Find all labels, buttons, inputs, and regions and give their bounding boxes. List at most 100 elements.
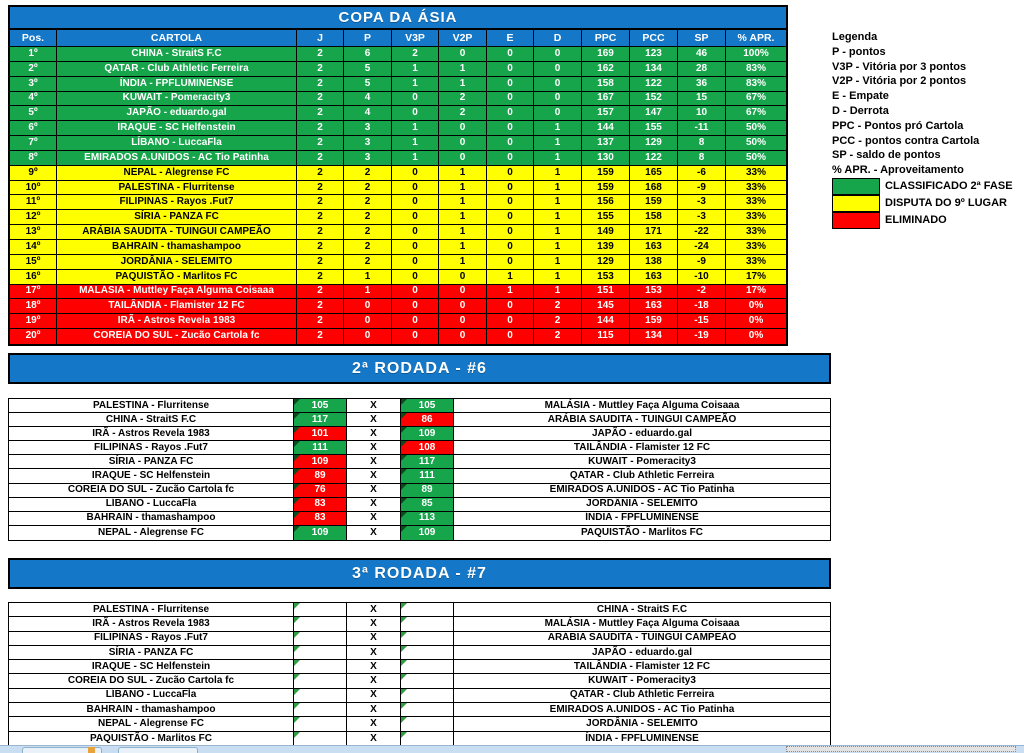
- away-score-cell[interactable]: 105: [401, 399, 454, 414]
- cell-p[interactable]: 0: [344, 329, 392, 344]
- home-score-cell[interactable]: [294, 617, 347, 632]
- cell-j[interactable]: 2: [297, 121, 344, 137]
- cell-apr[interactable]: 83%: [726, 76, 786, 92]
- table-row[interactable]: 15º JORDÂNIA - SELEMITO 2 2 0 1 0 1 129 138 -9 33%: [10, 254, 786, 270]
- cell-v3p[interactable]: 0: [392, 254, 439, 270]
- cell-d[interactable]: 1: [534, 121, 582, 137]
- away-team-cell[interactable]: KUWAIT - Pomeracity3: [454, 455, 830, 470]
- cell-e[interactable]: 0: [487, 314, 534, 330]
- home-score-cell[interactable]: 105: [294, 399, 347, 414]
- match-row[interactable]: LÍBANO - LuccaFla X QATAR - Club Athletic …: [9, 688, 830, 704]
- away-team-cell[interactable]: ÍNDIA - FPFLUMINENSE: [454, 512, 830, 526]
- home-team-cell[interactable]: LÍBANO - LuccaFla: [9, 497, 294, 512]
- cell-e[interactable]: 0: [487, 136, 534, 151]
- cell-sp[interactable]: -11: [678, 121, 726, 137]
- cell-pos[interactable]: 13º: [10, 225, 57, 240]
- match-row[interactable]: SÍRIA - PANZA FC 109 X 117 KUWAIT - Pomeraci…: [9, 455, 830, 470]
- cell-p[interactable]: 2: [344, 210, 392, 226]
- home-score-cell[interactable]: 109: [294, 525, 347, 540]
- away-score-cell[interactable]: [401, 660, 454, 675]
- away-score-cell[interactable]: [401, 645, 454, 661]
- cell-v3p[interactable]: 1: [392, 121, 439, 137]
- cell-pcc[interactable]: 159: [630, 195, 678, 211]
- cell-d[interactable]: 0: [534, 76, 582, 92]
- cell-ppc[interactable]: 139: [582, 239, 630, 255]
- away-team-cell[interactable]: KUWAIT - Pomeracity3: [454, 674, 830, 689]
- cell-cartola[interactable]: EMIRADOS A.UNIDOS - AC Tio Patinha: [57, 150, 297, 166]
- home-team-cell[interactable]: FILIPINAS - Rayos .Fut7: [9, 631, 294, 646]
- column-header[interactable]: J: [297, 30, 344, 47]
- cell-j[interactable]: 2: [297, 314, 344, 330]
- cell-cartola[interactable]: IRÃ - Astros Revela 1983: [57, 314, 297, 330]
- cell-d[interactable]: 1: [534, 239, 582, 255]
- cell-j[interactable]: 2: [297, 91, 344, 107]
- table-row[interactable]: 10º PALESTINA - Flurritense 2 2 0 1 0 1 159 168 -9…: [10, 180, 786, 196]
- home-team-cell[interactable]: SÍRIA - PANZA FC: [9, 645, 294, 661]
- cell-v2p[interactable]: 0: [439, 284, 487, 300]
- cell-v2p[interactable]: 0: [439, 329, 487, 344]
- home-team-cell[interactable]: IRAQUE - SC Helfenstein: [9, 660, 294, 675]
- cell-j[interactable]: 2: [297, 225, 344, 240]
- cell-sp[interactable]: 15: [678, 91, 726, 107]
- away-team-cell[interactable]: JAPÃO - eduardo.gal: [454, 646, 830, 661]
- cell-pos[interactable]: 20º: [10, 329, 57, 344]
- table-row[interactable]: 11º FILIPINAS - Rayos .Fut7 2 2 0 1 0 1 156 159 -3…: [10, 195, 786, 211]
- cell-d[interactable]: 0: [534, 47, 582, 62]
- cell-sp[interactable]: -9: [678, 254, 726, 270]
- cell-pcc[interactable]: 123: [630, 47, 678, 62]
- cell-pos[interactable]: 3º: [10, 76, 57, 92]
- match-row[interactable]: PALESTINA - Flurritense 105 X 105 MALÁSIA - …: [9, 399, 830, 414]
- cell-cartola[interactable]: PALESTINA - Flurritense: [57, 180, 297, 196]
- away-team-cell[interactable]: TAILÂNDIA - Flamister 12 FC: [454, 441, 830, 456]
- match-row[interactable]: IRAQUE - SC Helfenstein 89 X 111 QATAR - Clu…: [9, 469, 830, 484]
- cell-pos[interactable]: 18º: [10, 299, 57, 315]
- home-team-cell[interactable]: NEPAL - Alegrense FC: [9, 717, 294, 732]
- away-team-cell[interactable]: QATAR - Club Athletic Ferreira: [454, 469, 830, 484]
- cell-apr[interactable]: 33%: [726, 239, 786, 255]
- versus-cell[interactable]: X: [347, 399, 401, 414]
- away-team-cell[interactable]: EMIRADOS A.UNIDOS - AC Tio Patinha: [454, 484, 830, 498]
- cell-e[interactable]: 0: [487, 210, 534, 226]
- home-score-cell[interactable]: 89: [294, 469, 347, 484]
- versus-cell[interactable]: X: [347, 483, 401, 498]
- cell-v2p[interactable]: 1: [439, 76, 487, 92]
- tournament-title[interactable]: COPA DA ÁSIA: [10, 7, 786, 30]
- cell-j[interactable]: 2: [297, 47, 344, 62]
- cell-cartola[interactable]: BAHRAIN - thamashampoo: [57, 239, 297, 255]
- cell-v3p[interactable]: 0: [392, 284, 439, 300]
- cell-v2p[interactable]: 0: [439, 47, 487, 62]
- cell-ppc[interactable]: 137: [582, 136, 630, 151]
- cell-e[interactable]: 0: [487, 150, 534, 166]
- cell-p[interactable]: 3: [344, 150, 392, 166]
- cell-e[interactable]: 0: [487, 180, 534, 196]
- cell-v2p[interactable]: 1: [439, 165, 487, 181]
- versus-cell[interactable]: X: [347, 617, 401, 632]
- home-score-cell[interactable]: 117: [294, 413, 347, 428]
- match-row[interactable]: SÍRIA - PANZA FC X JAPÃO - eduardo.gal: [9, 645, 830, 661]
- cell-ppc[interactable]: 159: [582, 180, 630, 196]
- cell-sp[interactable]: -6: [678, 165, 726, 181]
- cell-e[interactable]: 0: [487, 195, 534, 211]
- cell-apr[interactable]: 33%: [726, 165, 786, 181]
- cell-pos[interactable]: 17º: [10, 284, 57, 300]
- table-row[interactable]: 4º KUWAIT - Pomeracity3 2 4 0 2 0 0 167 152 15 67%: [10, 91, 786, 107]
- away-score-cell[interactable]: [401, 674, 454, 689]
- cell-pos[interactable]: 8º: [10, 150, 57, 166]
- cell-j[interactable]: 2: [297, 299, 344, 315]
- cell-d[interactable]: 1: [534, 195, 582, 211]
- home-team-cell[interactable]: COREIA DO SUL - Zucão Cartola fc: [9, 674, 294, 689]
- cell-d[interactable]: 2: [534, 299, 582, 315]
- cell-v3p[interactable]: 0: [392, 314, 439, 330]
- match-row[interactable]: NEPAL - Alegrense FC 109 X 109 PAQUISTÃO - M…: [9, 525, 830, 540]
- table-row[interactable]: 17º MALÁSIA - Muttley Faça Alguma Coisaaa…: [10, 284, 786, 300]
- cell-pos[interactable]: 4º: [10, 91, 57, 107]
- cell-pcc[interactable]: 152: [630, 91, 678, 107]
- cell-pos[interactable]: 5º: [10, 106, 57, 122]
- cell-p[interactable]: 1: [344, 269, 392, 285]
- away-score-cell[interactable]: 117: [401, 455, 454, 470]
- home-team-cell[interactable]: FILIPINAS - Rayos .Fut7: [9, 441, 294, 456]
- cell-d[interactable]: 1: [534, 210, 582, 226]
- cell-ppc[interactable]: 156: [582, 195, 630, 211]
- table-row[interactable]: 1º CHINA - StraitS F.C 2 6 2 0 0 0 169 123 46 100%: [10, 47, 786, 62]
- home-score-cell[interactable]: 101: [294, 427, 347, 442]
